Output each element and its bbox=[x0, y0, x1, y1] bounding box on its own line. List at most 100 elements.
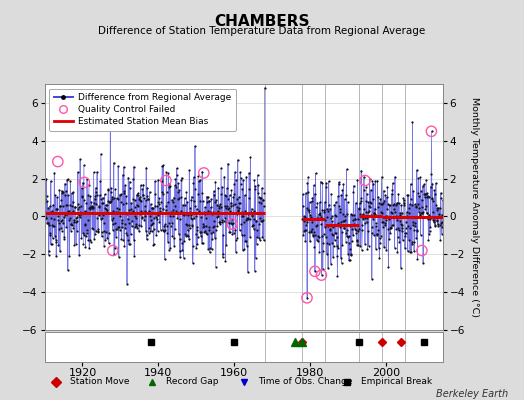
Point bbox=[99, 215, 107, 221]
Point bbox=[181, 230, 189, 237]
Point bbox=[88, 202, 96, 209]
Point bbox=[341, 212, 349, 219]
Point bbox=[87, 203, 95, 210]
Point bbox=[244, 268, 252, 275]
Point bbox=[82, 200, 91, 206]
Point bbox=[389, 222, 398, 228]
Point bbox=[385, 216, 393, 222]
Point bbox=[227, 187, 236, 194]
Point bbox=[44, 204, 52, 211]
Point bbox=[228, 216, 236, 222]
Point bbox=[241, 238, 249, 244]
Point bbox=[187, 193, 195, 200]
Point bbox=[199, 220, 208, 227]
Point bbox=[363, 191, 371, 197]
Point bbox=[244, 211, 253, 218]
Point bbox=[365, 208, 374, 215]
Point bbox=[322, 183, 330, 190]
Point bbox=[94, 228, 103, 234]
Point bbox=[177, 208, 185, 215]
Point bbox=[372, 223, 380, 230]
Point bbox=[127, 223, 136, 229]
Point bbox=[303, 207, 312, 214]
Point bbox=[197, 229, 205, 235]
Point bbox=[378, 201, 386, 207]
Point bbox=[63, 211, 71, 217]
Point bbox=[45, 247, 53, 254]
Point bbox=[373, 232, 381, 238]
Point bbox=[207, 230, 215, 236]
Point bbox=[138, 214, 146, 221]
Point bbox=[307, 198, 315, 204]
Point bbox=[320, 207, 329, 214]
Point bbox=[191, 186, 200, 192]
Point bbox=[318, 232, 326, 239]
Point bbox=[173, 172, 181, 178]
Point bbox=[365, 203, 373, 210]
Point bbox=[254, 194, 263, 200]
Point bbox=[63, 267, 72, 273]
Point bbox=[199, 224, 208, 230]
Point bbox=[354, 228, 362, 234]
Point bbox=[198, 240, 206, 246]
Point bbox=[225, 192, 234, 198]
Point bbox=[163, 199, 172, 206]
Point bbox=[230, 191, 238, 197]
Point bbox=[43, 220, 51, 226]
Point bbox=[189, 180, 198, 186]
Point bbox=[60, 234, 68, 240]
Point bbox=[212, 227, 220, 234]
Point bbox=[76, 214, 84, 220]
Point bbox=[252, 217, 260, 224]
Point bbox=[389, 180, 397, 186]
Point bbox=[108, 217, 116, 223]
Point bbox=[123, 280, 131, 287]
Point bbox=[366, 204, 374, 210]
Point bbox=[415, 193, 423, 199]
Point bbox=[94, 229, 102, 236]
Point bbox=[106, 126, 115, 132]
Point bbox=[373, 230, 381, 237]
Point bbox=[151, 178, 159, 184]
Point bbox=[195, 178, 203, 184]
Point bbox=[310, 243, 319, 250]
Point bbox=[172, 208, 181, 215]
Point bbox=[176, 248, 184, 254]
Point bbox=[406, 201, 414, 207]
Point bbox=[405, 210, 413, 216]
Point bbox=[356, 242, 365, 249]
Point bbox=[242, 174, 250, 180]
Point bbox=[211, 198, 220, 205]
Point bbox=[224, 196, 232, 202]
Point bbox=[340, 225, 348, 232]
Point bbox=[52, 239, 61, 245]
Point bbox=[252, 255, 260, 261]
Point bbox=[69, 189, 78, 195]
Point bbox=[307, 214, 315, 221]
Point bbox=[131, 204, 139, 210]
Point bbox=[367, 212, 375, 218]
Point bbox=[104, 186, 112, 193]
Point bbox=[419, 182, 427, 189]
Point bbox=[309, 233, 318, 240]
Point bbox=[132, 220, 140, 227]
Point bbox=[127, 206, 136, 212]
Point bbox=[110, 195, 118, 201]
Point bbox=[222, 193, 231, 200]
Point bbox=[135, 196, 143, 202]
Point bbox=[310, 229, 318, 236]
Point bbox=[347, 250, 355, 257]
Point bbox=[405, 236, 413, 243]
Point bbox=[180, 195, 189, 202]
Point bbox=[160, 228, 168, 234]
Point bbox=[258, 185, 266, 191]
Point bbox=[162, 202, 170, 209]
Point bbox=[422, 177, 430, 183]
Point bbox=[357, 222, 366, 228]
Point bbox=[420, 214, 428, 220]
Point bbox=[414, 175, 422, 181]
Point bbox=[102, 206, 110, 212]
Point bbox=[362, 184, 370, 190]
Point bbox=[337, 255, 345, 261]
Point bbox=[67, 228, 75, 234]
